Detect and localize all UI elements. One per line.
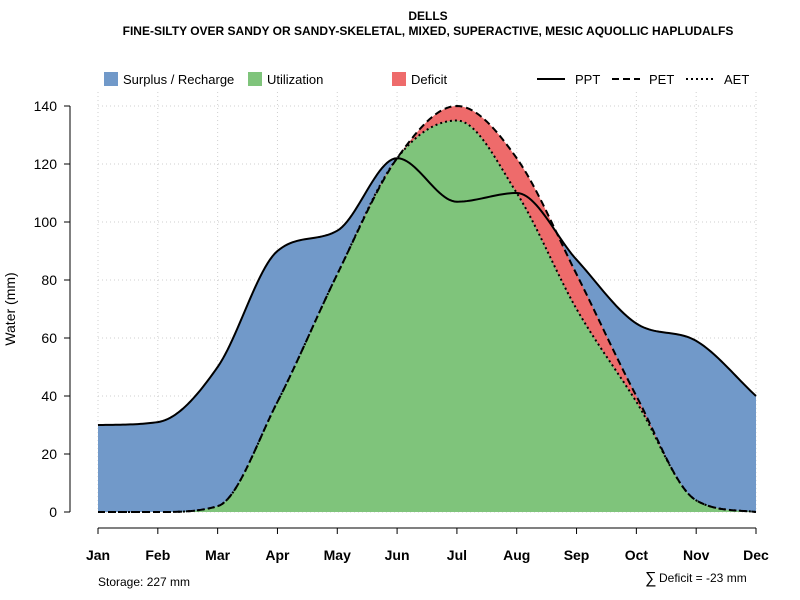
legend-label-ppt: PPT bbox=[575, 72, 600, 87]
legend-swatch-deficit bbox=[392, 72, 406, 86]
deficit-annotation: Deficit = -23 mm bbox=[659, 571, 747, 585]
y-tick-label: 100 bbox=[34, 214, 58, 230]
y-tick-label: 40 bbox=[41, 388, 57, 404]
y-tick-label: 0 bbox=[49, 504, 57, 520]
legend-label-pet: PET bbox=[649, 72, 674, 87]
legend: Surplus / Recharge Utilization Deficit P… bbox=[104, 72, 749, 87]
y-tick-label: 120 bbox=[34, 156, 58, 172]
utilization-area bbox=[98, 120, 756, 512]
x-tick-label: Jul bbox=[447, 547, 467, 563]
legend-label-surplus: Surplus / Recharge bbox=[123, 72, 234, 87]
storage-annotation: Storage: 227 mm bbox=[98, 575, 190, 589]
x-tick-label: Sep bbox=[564, 547, 590, 563]
x-tick-label: Dec bbox=[743, 547, 769, 563]
legend-label-aet: AET bbox=[724, 72, 749, 87]
y-axis-label: Water (mm) bbox=[2, 272, 18, 345]
x-tick-label: Mar bbox=[205, 547, 230, 563]
deficit-sum-symbol: ∑ bbox=[645, 570, 656, 587]
x-tick-label: Nov bbox=[683, 547, 710, 563]
x-tick-label: Oct bbox=[625, 547, 649, 563]
y-tick-label: 20 bbox=[41, 446, 57, 462]
chart-title: DELLS bbox=[408, 9, 447, 23]
series-lines bbox=[97, 104, 757, 513]
y-tick-label: 60 bbox=[41, 330, 57, 346]
y-tick-label: 140 bbox=[34, 98, 58, 114]
x-tick-label: Jun bbox=[385, 547, 410, 563]
legend-swatch-surplus bbox=[104, 72, 118, 86]
series-line-ppt bbox=[97, 157, 757, 426]
legend-label-deficit: Deficit bbox=[411, 72, 448, 87]
x-tick-label: Feb bbox=[145, 547, 170, 563]
legend-swatch-utilization bbox=[248, 72, 262, 86]
series-line-pet bbox=[98, 104, 757, 513]
x-tick-label: Apr bbox=[265, 547, 290, 563]
axes: 0 20 40 60 80 100 120 140 Jan Feb Mar Apr May Jun Jul A… bbox=[34, 98, 769, 563]
y-tick-label: 80 bbox=[41, 272, 57, 288]
area-fills bbox=[98, 106, 756, 512]
x-tick-label: May bbox=[324, 547, 351, 563]
x-tick-label: Aug bbox=[503, 547, 530, 563]
chart-subtitle: FINE-SILTY OVER SANDY OR SANDY-SKELETAL,… bbox=[123, 24, 734, 38]
legend-label-utilization: Utilization bbox=[267, 72, 323, 87]
series-line-aet bbox=[98, 119, 757, 513]
x-tick-label: Jan bbox=[86, 547, 110, 563]
